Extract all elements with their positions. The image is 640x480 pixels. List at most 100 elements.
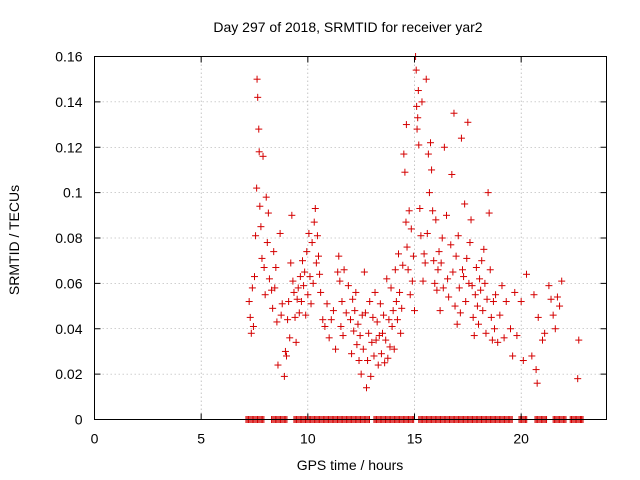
data-point — [575, 336, 583, 344]
data-point — [317, 288, 325, 296]
data-point — [350, 327, 358, 335]
x-tick-label: 5 — [197, 431, 205, 447]
data-point — [310, 218, 318, 226]
data-point — [332, 345, 340, 353]
data-point — [396, 288, 404, 296]
data-point — [263, 239, 271, 247]
data-point — [390, 345, 398, 353]
data-point — [364, 357, 372, 365]
data-point — [353, 341, 361, 349]
data-point — [413, 125, 421, 133]
data-point — [325, 334, 333, 342]
data-point — [541, 329, 549, 337]
data-point — [428, 166, 436, 174]
y-axis-label: SRMTID / TECUs — [6, 185, 22, 295]
data-point — [484, 189, 492, 197]
data-point — [427, 139, 434, 147]
data-point — [404, 266, 412, 274]
data-point — [488, 336, 496, 344]
data-point — [481, 279, 489, 287]
data-point — [414, 87, 422, 95]
data-point — [411, 307, 418, 315]
data-point — [421, 259, 429, 267]
data-point — [530, 291, 538, 299]
data-point — [253, 184, 261, 192]
data-point — [430, 257, 438, 265]
x-tick-label: 15 — [407, 431, 423, 447]
data-point — [487, 313, 495, 321]
data-point — [451, 302, 459, 310]
data-point — [292, 338, 300, 346]
data-point — [439, 284, 447, 292]
data-point — [348, 350, 356, 358]
data-point — [400, 150, 408, 158]
data-point — [301, 268, 309, 276]
data-point — [491, 325, 498, 333]
data-point — [556, 302, 564, 310]
data-point — [293, 295, 301, 303]
data-point — [271, 284, 279, 292]
data-point — [246, 313, 254, 321]
data-point — [528, 352, 536, 360]
data-point — [308, 239, 316, 247]
data-point — [489, 298, 497, 306]
data-point — [417, 232, 425, 240]
data-point — [384, 354, 392, 362]
data-point — [476, 275, 484, 283]
x-tick-label: 10 — [300, 431, 316, 447]
data-point — [386, 343, 394, 351]
data-point — [391, 266, 399, 274]
data-point — [274, 361, 282, 369]
data-point — [284, 316, 292, 324]
data-point — [260, 263, 268, 271]
data-point — [312, 259, 320, 267]
data-point — [399, 261, 407, 269]
data-point — [349, 295, 357, 303]
y-tick-label: 0.08 — [55, 230, 82, 246]
data-point — [254, 93, 262, 101]
data-point — [339, 332, 347, 340]
data-point — [296, 273, 304, 281]
data-point — [316, 270, 324, 278]
data-point — [469, 313, 477, 321]
y-tick-labels: 0 0.02 0.04 0.06 0.08 0.1 0.12 0.14 0.16 — [55, 49, 82, 428]
data-point — [283, 352, 290, 360]
data-point — [405, 207, 413, 215]
data-point — [287, 259, 295, 267]
data-point — [354, 320, 362, 328]
y-tick-label: 0.1 — [63, 185, 83, 201]
data-point — [468, 282, 476, 290]
y-tick-label: 0.02 — [55, 366, 82, 382]
y-tick-label: 0.12 — [55, 139, 82, 155]
data-point — [304, 291, 312, 299]
data-point — [370, 352, 378, 360]
data-point — [258, 254, 266, 262]
data-point — [558, 277, 566, 285]
data-point — [313, 232, 321, 240]
y-tick-label: 0.14 — [55, 94, 82, 110]
data-point — [272, 263, 280, 271]
data-point — [444, 275, 452, 283]
data-point — [485, 209, 493, 217]
y-tick-label: 0.16 — [55, 49, 82, 65]
data-point — [302, 311, 310, 319]
data-point — [288, 211, 296, 219]
data-point — [415, 141, 423, 149]
data-point — [290, 288, 298, 296]
data-point — [338, 298, 346, 306]
data-point — [507, 325, 514, 333]
data-point — [373, 318, 381, 326]
data-point — [359, 345, 367, 353]
data-point — [291, 313, 299, 321]
data-point — [482, 329, 490, 337]
data-point — [368, 338, 376, 346]
data-point — [248, 284, 256, 292]
data-point — [406, 291, 414, 299]
data-point — [356, 332, 364, 340]
data-point — [412, 66, 420, 74]
data-point — [457, 134, 465, 142]
data-point — [549, 311, 557, 319]
data-points — [245, 53, 585, 423]
data-point — [473, 302, 481, 310]
data-point — [408, 277, 416, 285]
